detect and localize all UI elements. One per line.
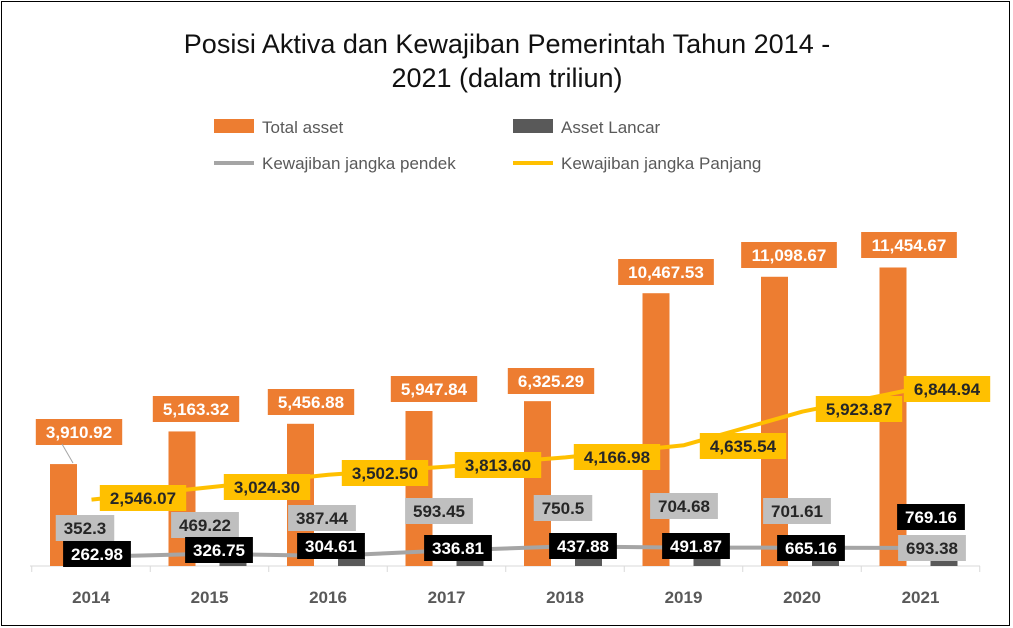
label-kewajiban-panjang-box — [99, 485, 187, 511]
label-total-asset: 11,454.67 — [872, 236, 947, 255]
label-total-asset-box — [267, 389, 355, 415]
label-asset-lancar-box — [777, 535, 845, 561]
label-kewajiban-pendek: 352.3 — [64, 519, 107, 538]
label-asset-lancar: 769.16 — [905, 508, 957, 527]
label-asset-lancar-box — [185, 537, 253, 563]
label-total-asset-box — [741, 242, 837, 268]
chart-title-line-2: 2021 (dalam triliun) — [391, 63, 622, 93]
label-kewajiban-pendek: 387.44 — [296, 509, 349, 528]
legend-swatch-asset-lancar — [513, 119, 553, 133]
label-total-asset: 5,947.84 — [401, 380, 468, 399]
label-total-asset-box — [152, 396, 240, 422]
label-kewajiban-panjang-box — [573, 444, 661, 470]
plot-area: 2014 2015 2016 2017 2018 2019 2020 2021 3,910.92… — [30, 232, 991, 607]
legend-label-total-asset: Total asset — [262, 118, 344, 137]
label-kewajiban-pendek-box — [533, 495, 593, 521]
label-total-asset-box — [861, 232, 957, 258]
label-asset-lancar-box — [63, 541, 131, 567]
label-kewajiban-panjang: 3,024.30 — [234, 478, 300, 497]
label-total-asset-box — [618, 259, 714, 285]
label-kewajiban-pendek-box — [55, 515, 115, 541]
label-total-asset: 5,456.88 — [278, 393, 344, 412]
label-kewajiban-panjang: 2,546.07 — [110, 489, 176, 508]
label-asset-lancar: 336.81 — [432, 539, 484, 558]
label-kewajiban-panjang-box — [903, 376, 991, 402]
label-kewajiban-panjang-box — [815, 396, 903, 422]
label-kewajiban-pendek: 750.5 — [542, 499, 585, 518]
label-asset-lancar: 262.98 — [71, 545, 123, 564]
bar-total-asset — [642, 293, 670, 566]
label-kewajiban-pendek-box — [898, 535, 966, 561]
label-total-asset-box — [507, 368, 595, 394]
label-kewajiban-pendek-box — [171, 512, 239, 538]
bar-asset-lancar — [338, 558, 365, 566]
label-asset-lancar: 491.87 — [670, 537, 722, 556]
label-asset-lancar: 326.75 — [193, 541, 245, 560]
label-total-asset: 10,467.53 — [628, 263, 704, 282]
label-total-asset: 11,098.67 — [752, 246, 827, 265]
label-asset-lancar-box — [897, 504, 965, 530]
x-tick-label: 2018 — [546, 588, 584, 607]
label-asset-lancar: 665.16 — [785, 539, 837, 558]
chart-title-line-1: Posisi Aktiva dan Kewajiban Pemerintah T… — [184, 29, 830, 59]
bar-asset-lancar — [456, 557, 484, 566]
label-total-asset: 5,163.32 — [163, 400, 229, 419]
label-kewajiban-pendek-box — [650, 493, 718, 519]
label-asset-lancar: 437.88 — [557, 537, 609, 556]
x-tick-label: 2015 — [191, 588, 229, 607]
label-kewajiban-panjang: 6,844.94 — [914, 380, 981, 399]
label-kewajiban-panjang-box — [699, 433, 787, 459]
label-kewajiban-pendek: 704.68 — [658, 497, 710, 516]
label-kewajiban-panjang: 3,502.50 — [352, 464, 418, 483]
bar-total-asset — [524, 401, 551, 566]
label-kewajiban-panjang: 5,923.87 — [826, 400, 892, 419]
legend-swatch-total-asset — [214, 119, 254, 133]
label-kewajiban-pendek: 701.61 — [771, 502, 823, 521]
x-tick-label: 2016 — [309, 588, 347, 607]
bar-asset-lancar — [575, 554, 602, 566]
x-tick-label: 2019 — [665, 588, 703, 607]
label-kewajiban-panjang: 3,813.60 — [465, 456, 531, 475]
legend-label-kewajiban-pendek: Kewajiban jangka pendek — [262, 154, 456, 173]
label-asset-lancar-box — [424, 535, 492, 561]
x-tick-label: 2014 — [72, 588, 110, 607]
x-tick-label: 2017 — [428, 588, 466, 607]
label-kewajiban-pendek-box — [288, 505, 356, 531]
label-asset-lancar-box — [662, 533, 730, 559]
label-kewajiban-pendek-box — [763, 498, 831, 524]
label-asset-lancar-box — [549, 533, 617, 559]
legend-label-kewajiban-panjang: Kewajiban jangka Panjang — [561, 154, 761, 173]
label-kewajiban-panjang: 4,635.54 — [710, 437, 777, 456]
label-kewajiban-pendek: 593.45 — [413, 502, 465, 521]
label-asset-lancar-box — [297, 533, 365, 559]
label-total-asset: 3,910.92 — [46, 423, 112, 442]
label-total-asset-box — [35, 419, 123, 445]
label-kewajiban-pendek: 693.38 — [906, 539, 958, 558]
label-total-asset: 6,325.29 — [518, 372, 584, 391]
label-total-asset-box — [390, 376, 478, 402]
label-kewajiban-panjang-box — [454, 452, 542, 478]
label-kewajiban-panjang-box — [341, 460, 429, 486]
label-kewajiban-panjang-box — [223, 474, 311, 500]
x-tick-label: 2020 — [783, 588, 821, 607]
label-leader-line — [61, 443, 74, 464]
label-kewajiban-panjang: 4,166.98 — [584, 448, 650, 467]
legend-label-asset-lancar: Asset Lancar — [561, 118, 661, 137]
x-tick-label: 2021 — [902, 588, 940, 607]
label-kewajiban-pendek-box — [405, 498, 473, 524]
label-asset-lancar: 304.61 — [305, 537, 357, 556]
label-kewajiban-pendek: 469.22 — [179, 516, 231, 535]
